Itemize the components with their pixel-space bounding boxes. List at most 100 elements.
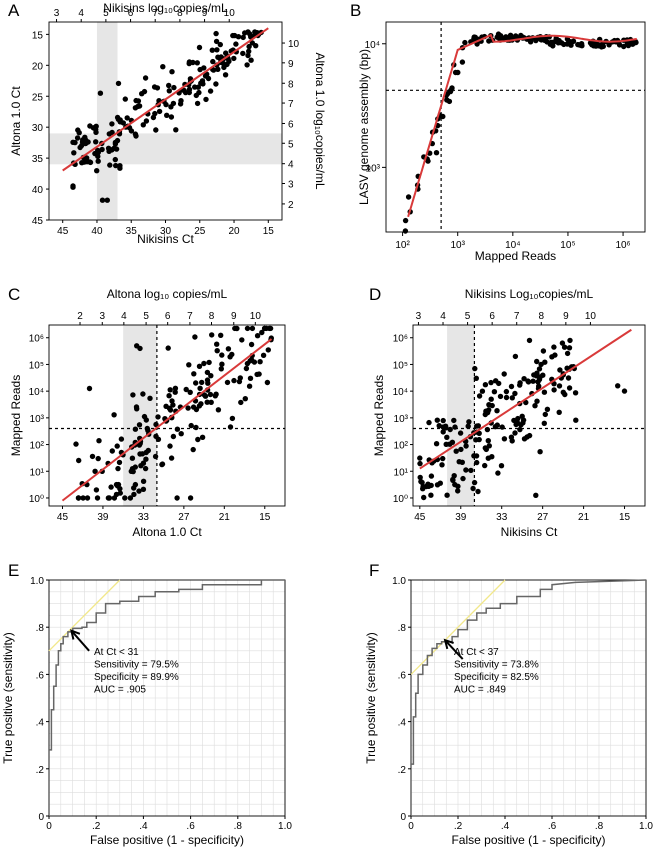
x-axis-label-b: Mapped Reads — [475, 249, 556, 263]
data-point-a — [196, 44, 203, 51]
data-point-d — [447, 441, 453, 447]
data-point-a — [210, 58, 216, 65]
data-point-a — [245, 52, 251, 59]
data-point-d — [475, 423, 481, 429]
data-point-c — [215, 407, 222, 413]
data-point-c — [155, 414, 161, 420]
data-point-a — [246, 48, 252, 54]
data-point-d — [544, 406, 551, 412]
data-point-c — [214, 348, 220, 354]
right-tick-label-a: 2 — [288, 200, 294, 211]
y-tick-label-e: 0 — [38, 812, 44, 823]
panel-label-d: D — [369, 285, 381, 304]
data-point-d — [512, 430, 518, 436]
data-point-d — [495, 470, 501, 476]
fit-line-c — [61, 338, 273, 502]
x-tick-label-f: .8 — [595, 821, 604, 832]
data-point-a — [112, 139, 119, 146]
top-tick-label-d: 9 — [563, 311, 569, 322]
data-point-a — [166, 88, 172, 94]
data-point-c — [265, 347, 271, 353]
data-point-c — [185, 405, 191, 411]
x-tick-label-c: 21 — [219, 512, 231, 523]
data-point-d — [523, 399, 529, 406]
data-point-d — [564, 350, 571, 357]
data-point-d — [428, 473, 435, 479]
data-point-d — [525, 378, 531, 384]
data-point-d — [486, 443, 492, 449]
data-point-d — [460, 475, 466, 482]
x-tick-label-c: 15 — [259, 512, 271, 523]
data-point-c — [199, 379, 205, 386]
x-tick-label-f: .2 — [454, 821, 463, 832]
data-point-a — [213, 81, 219, 87]
data-point-a — [94, 168, 100, 174]
data-point-c — [218, 366, 224, 372]
data-point-c — [208, 373, 214, 379]
data-point-c — [172, 385, 179, 391]
data-point-c — [127, 495, 134, 501]
data-point-c — [174, 495, 180, 501]
data-point-a — [164, 112, 170, 119]
data-point-d — [492, 424, 499, 430]
fit-line-d — [419, 328, 632, 470]
data-point-b — [448, 87, 454, 94]
data-point-c — [209, 332, 215, 338]
x-tick-label-e: .2 — [92, 821, 101, 832]
data-point-b — [576, 42, 583, 48]
y-tick-label-e: .6 — [36, 670, 45, 681]
data-point-a — [190, 59, 196, 66]
data-point-a — [224, 61, 230, 68]
data-point-d — [512, 390, 518, 397]
data-point-b — [513, 33, 519, 39]
data-point-c — [205, 380, 211, 386]
data-point-a — [242, 30, 248, 36]
tangent-line-e — [48, 579, 121, 652]
data-point-c — [76, 457, 82, 464]
data-point-a — [213, 30, 219, 37]
data-point-d — [457, 430, 464, 436]
x-tick-label-b: 10⁵ — [560, 240, 575, 251]
data-point-b — [405, 194, 412, 200]
y-tick-label-c: 10⁵ — [29, 360, 44, 371]
data-point-a — [72, 139, 78, 146]
right-tick-label-a: 6 — [288, 119, 294, 130]
data-point-d — [559, 340, 566, 346]
y-tick-label-d: 10² — [394, 441, 409, 452]
data-point-a — [124, 115, 130, 121]
data-point-a — [136, 103, 143, 109]
data-point-c — [142, 465, 149, 472]
data-point-c — [118, 436, 125, 442]
data-point-d — [567, 337, 573, 344]
data-point-c — [136, 488, 142, 494]
data-point-d — [451, 417, 457, 424]
data-point-c — [170, 402, 176, 408]
data-point-d — [621, 388, 628, 394]
top-tick-label-a: 3 — [54, 8, 60, 19]
data-point-d — [470, 485, 476, 492]
data-point-c — [212, 393, 218, 399]
data-point-a — [115, 80, 122, 87]
data-point-d — [556, 383, 563, 389]
data-point-c — [204, 399, 210, 405]
data-point-d — [488, 396, 494, 402]
data-point-d — [466, 419, 472, 425]
data-point-d — [444, 434, 450, 440]
top-tick-label-a: 5 — [103, 8, 109, 19]
data-point-d — [537, 449, 543, 455]
y-tick-label-a: 45 — [32, 216, 44, 227]
data-point-c — [105, 495, 112, 501]
data-point-c — [172, 389, 178, 395]
data-point-d — [615, 383, 621, 389]
data-point-c — [187, 389, 193, 395]
data-point-c — [201, 360, 207, 367]
x-tick-label-a: 35 — [126, 226, 138, 237]
data-point-c — [143, 456, 149, 462]
data-point-c — [136, 422, 143, 428]
data-point-b — [446, 98, 453, 105]
data-point-a — [74, 135, 81, 141]
y-tick-label-f: .6 — [398, 670, 407, 681]
data-point-d — [471, 479, 478, 486]
data-point-c — [206, 359, 212, 366]
top-tick-label-d: 6 — [489, 311, 495, 322]
